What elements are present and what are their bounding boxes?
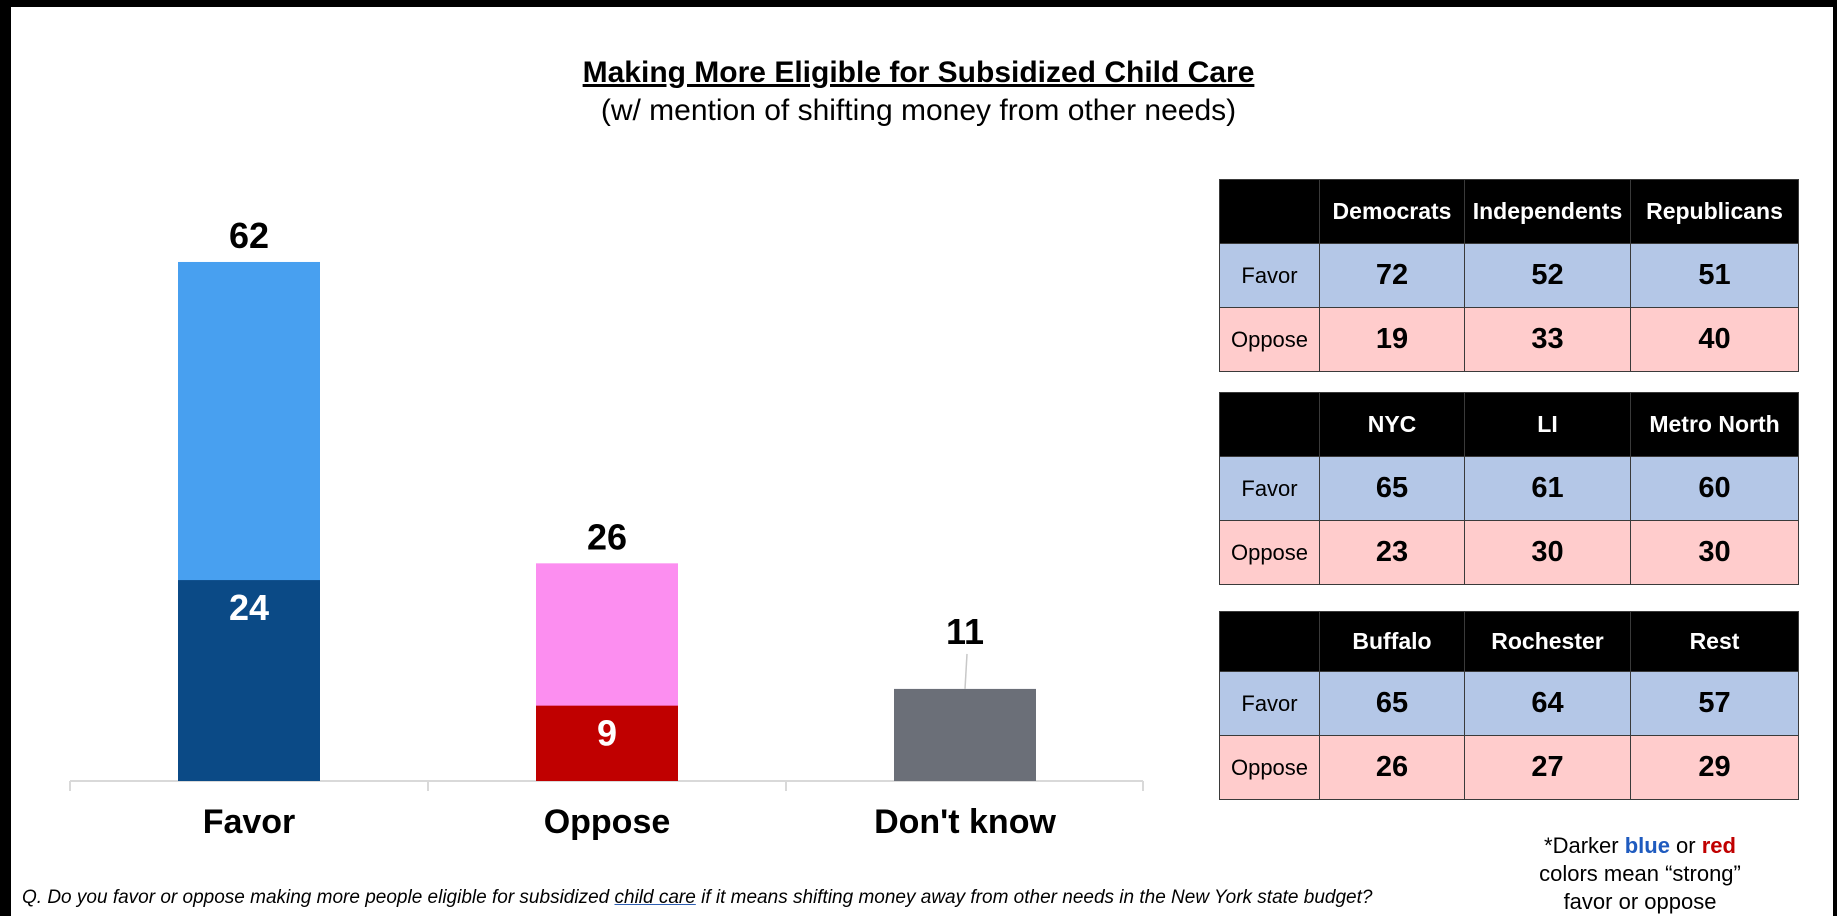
- table-row: Favor 65 64 57: [1219, 671, 1799, 736]
- category-label: Don't know: [874, 803, 1056, 841]
- table-cell: 60: [1630, 456, 1799, 521]
- column-header: Republicans: [1630, 179, 1799, 244]
- leader-line: [964, 653, 968, 689]
- footnote-red-word: red: [1701, 833, 1736, 858]
- footnote-line: favor or oppose: [1563, 889, 1717, 914]
- bar-don-t-know-total: [894, 688, 1036, 781]
- strong-value-label: 9: [597, 713, 617, 754]
- category-label: Oppose: [544, 803, 671, 841]
- row-label: Favor: [1219, 243, 1320, 308]
- chart-title: Making More Eligible for Subsidized Chil…: [582, 56, 1255, 89]
- table-corner: [1219, 392, 1320, 457]
- table-row: Oppose 26 27 29: [1219, 735, 1799, 800]
- table-cell: 27: [1464, 735, 1631, 800]
- bar-chart: 24 62 Favor 9 26 Oppose 11 Don't know: [69, 215, 1144, 841]
- row-label: Oppose: [1219, 307, 1320, 372]
- row-label: Oppose: [1219, 735, 1320, 800]
- chart-subtitle: (w/ mention of shifting money from other…: [600, 94, 1237, 127]
- column-header: LI: [1464, 392, 1631, 457]
- table-cell: 65: [1319, 671, 1465, 736]
- table-cell: 19: [1319, 307, 1465, 372]
- column-header: Democrats: [1319, 179, 1465, 244]
- table-corner: [1219, 611, 1320, 672]
- row-label: Oppose: [1219, 520, 1320, 585]
- table-cell: 57: [1630, 671, 1799, 736]
- footnote-text: or: [1669, 833, 1702, 858]
- strong-value-label: 24: [229, 587, 269, 628]
- table-cell: 30: [1464, 520, 1631, 585]
- table-cell: 52: [1464, 243, 1631, 308]
- column-header: NYC: [1319, 392, 1465, 457]
- column-header: Buffalo: [1319, 611, 1465, 672]
- party-breakdown-table: Democrats Independents Republicans Favor…: [1219, 179, 1799, 372]
- survey-question: Q. Do you favor or oppose making more pe…: [22, 887, 1372, 909]
- table-row: Favor 72 52 51: [1219, 243, 1799, 308]
- total-value-label: 62: [229, 215, 269, 256]
- total-value-label: 26: [587, 516, 627, 557]
- upstate-breakdown-table: Buffalo Rochester Rest Favor 65 64 57 Op…: [1219, 611, 1799, 800]
- table-row: Favor 65 61 60: [1219, 456, 1799, 521]
- row-label: Favor: [1219, 671, 1320, 736]
- bar-oppose-strong: [536, 705, 678, 781]
- total-value-label: 11: [946, 611, 984, 652]
- table-row: Oppose 19 33 40: [1219, 307, 1799, 372]
- question-text: Q. Do you favor or oppose making more pe…: [22, 887, 615, 908]
- column-header: Metro North: [1630, 392, 1799, 457]
- table-cell: 26: [1319, 735, 1465, 800]
- column-header: Rochester: [1464, 611, 1631, 672]
- category-label: Favor: [203, 803, 296, 841]
- question-text: if it means shifting money away from oth…: [695, 887, 1373, 908]
- table-cell: 51: [1630, 243, 1799, 308]
- footnote-line: colors mean “strong”: [1539, 861, 1741, 886]
- table-cell: 30: [1630, 520, 1799, 585]
- footnote-blue-word: blue: [1624, 833, 1670, 858]
- table-cell: 61: [1464, 456, 1631, 521]
- table-cell: 29: [1630, 735, 1799, 800]
- region-breakdown-table: NYC LI Metro North Favor 65 61 60 Oppose…: [1219, 392, 1799, 585]
- table-cell: 65: [1319, 456, 1465, 521]
- row-label: Favor: [1219, 456, 1320, 521]
- table-corner: [1219, 179, 1320, 244]
- table-cell: 23: [1319, 520, 1465, 585]
- table-cell: 64: [1464, 671, 1631, 736]
- footnote-text: *Darker: [1544, 833, 1625, 858]
- color-footnote: *Darker blue or red colors mean “strong”…: [1500, 832, 1780, 916]
- table-row: Oppose 23 30 30: [1219, 520, 1799, 585]
- table-cell: 40: [1630, 307, 1799, 372]
- bar-favor-strong: [178, 580, 320, 781]
- column-header: Independents: [1464, 179, 1631, 244]
- table-cell: 33: [1464, 307, 1631, 372]
- table-cell: 72: [1319, 243, 1465, 308]
- column-header: Rest: [1630, 611, 1799, 672]
- question-underlined-text: child care: [614, 887, 696, 908]
